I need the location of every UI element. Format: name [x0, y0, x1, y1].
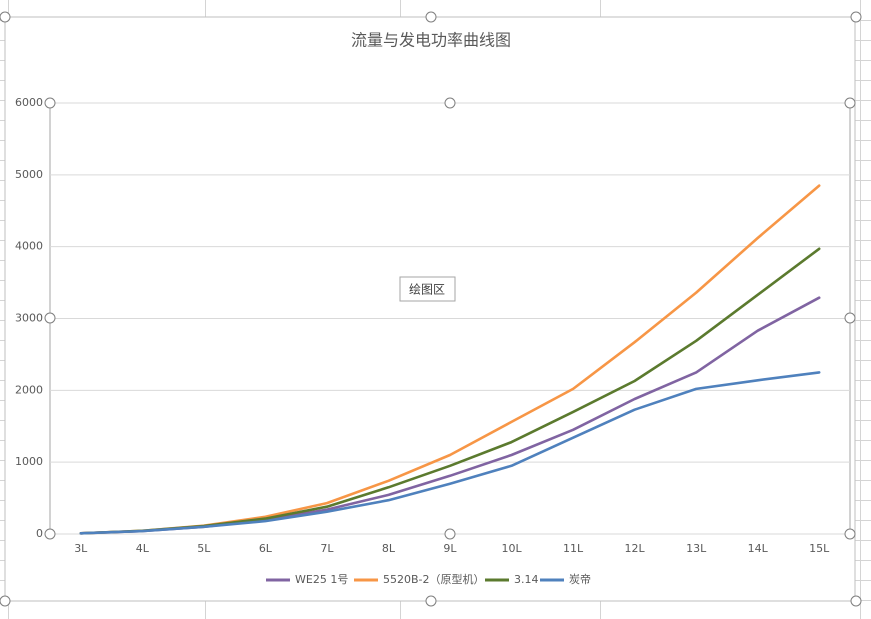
- legend-label: 3.14: [514, 573, 539, 586]
- x-tick-label: 14L: [748, 542, 769, 555]
- legend-label: 5520B-2（原型机）: [383, 572, 485, 586]
- legend-label: WE25 1号: [295, 573, 348, 586]
- chart-title: 流量与发电功率曲线图: [351, 31, 511, 50]
- y-tick-label: 4000: [15, 240, 43, 253]
- y-tick-label: 2000: [15, 383, 43, 396]
- legend-label: 炭帝: [569, 572, 591, 586]
- x-tick-label: 9L: [443, 542, 457, 555]
- x-tick-label: 5L: [197, 542, 211, 555]
- x-tick-label: 8L: [382, 542, 396, 555]
- x-tick-label: 3L: [74, 542, 88, 555]
- x-tick-label: 15L: [809, 542, 830, 555]
- y-tick-label: 5000: [15, 168, 43, 181]
- tooltip: 绘图区: [409, 282, 445, 297]
- y-tick-label: 6000: [15, 96, 43, 109]
- selection-handles: [0, 11, 862, 607]
- y-tick-label: 3000: [15, 312, 43, 325]
- x-tick-label: 7L: [320, 542, 334, 555]
- x-tick-label: 6L: [259, 542, 273, 555]
- chart-area[interactable]: [4, 16, 856, 602]
- x-tick-label: 4L: [136, 542, 150, 555]
- series-line: [79, 371, 821, 535]
- tooltip-box: [399, 276, 456, 302]
- y-tick-label: 0: [36, 527, 43, 540]
- x-tick-label: 12L: [625, 542, 646, 555]
- x-tick-label: 11L: [563, 542, 584, 555]
- y-tick-label: 1000: [15, 455, 43, 468]
- x-tick-label: 13L: [686, 542, 707, 555]
- x-tick-label: 10L: [501, 542, 522, 555]
